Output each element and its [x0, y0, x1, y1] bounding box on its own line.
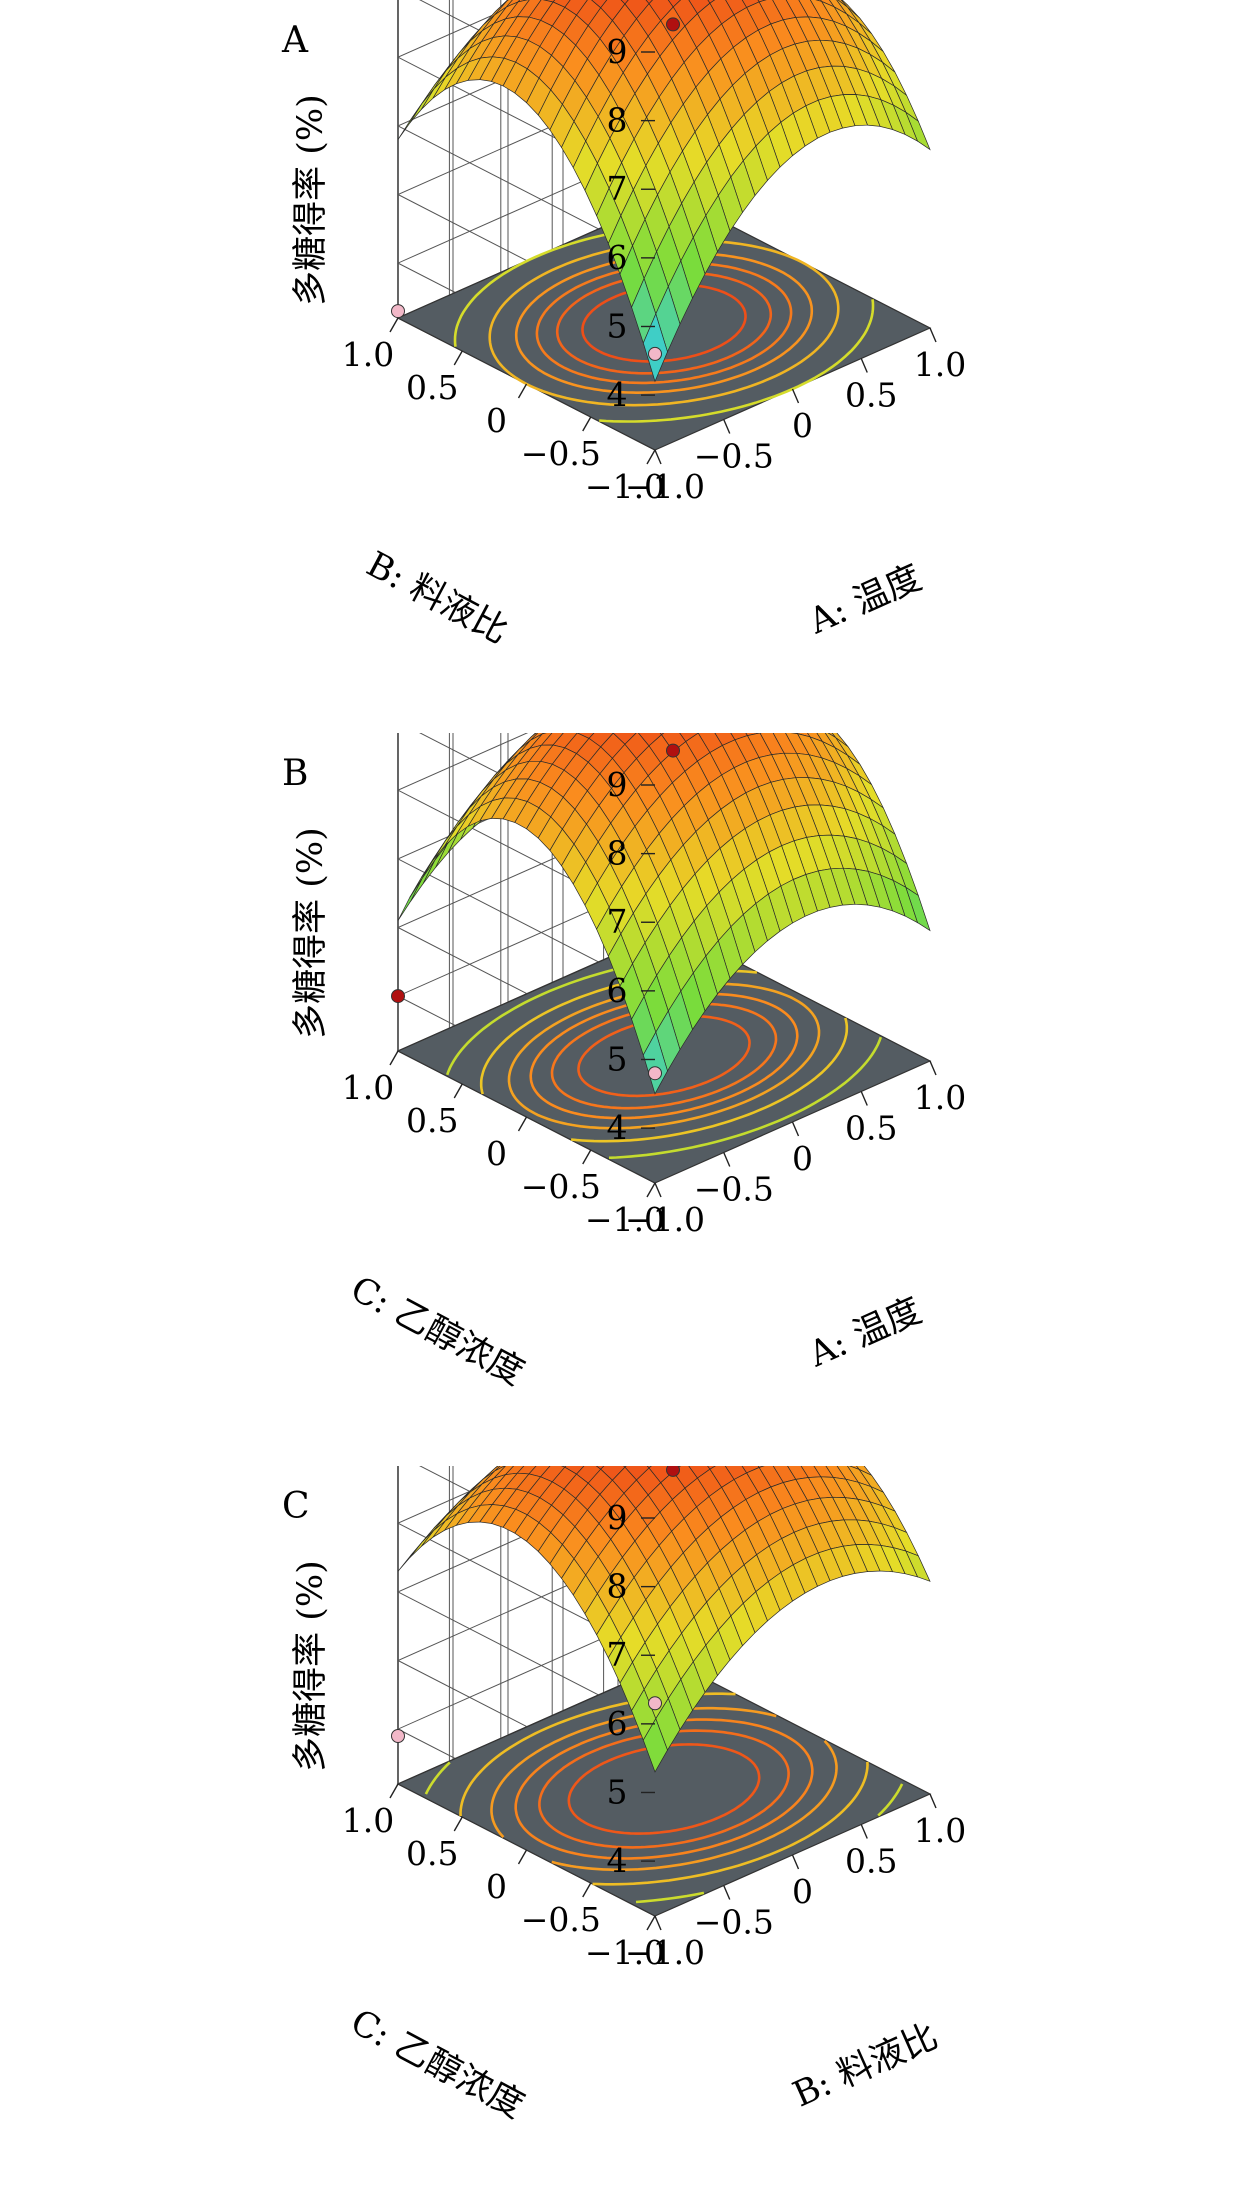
- y-tick-label: −0.5: [521, 434, 601, 473]
- z-axis-label-b: 多糖得率 (%): [291, 827, 331, 1039]
- x-tick-label: 1.0: [914, 1078, 966, 1117]
- panel-label-b: B: [282, 753, 308, 794]
- panel-label-a: A: [281, 20, 309, 61]
- y-tick-label: −0.5: [521, 1167, 601, 1206]
- x-tick-label: 0: [792, 1139, 813, 1178]
- design-point: [392, 1730, 405, 1743]
- z-tick-label: 5: [607, 307, 628, 346]
- y-tick-label: 0: [486, 1867, 507, 1906]
- y-axis-label-a: B: 料液比: [360, 545, 514, 652]
- y-tick-label: 1.0: [342, 335, 394, 374]
- design-point: [667, 1466, 680, 1476]
- z-axis-label-c: 多糖得率 (%): [291, 1560, 331, 1772]
- z-tick-label: 8: [607, 1567, 628, 1606]
- x-tick-label: 0: [792, 1872, 813, 1911]
- z-tick-label: 7: [607, 169, 628, 208]
- z-tick-label: 4: [607, 1108, 628, 1147]
- z-tick-label: 8: [607, 101, 628, 140]
- y-axis-label-c: C: 乙醇浓度: [344, 2002, 530, 2126]
- x-tick-label: −0.5: [694, 1170, 774, 1209]
- x-tick-label: 0.5: [845, 1842, 897, 1881]
- y-tick-label: 0.5: [406, 1834, 458, 1873]
- y-tick-label: 0: [486, 401, 507, 440]
- z-tick-label: 8: [607, 834, 628, 873]
- y-tick-label: 0: [486, 1134, 507, 1173]
- x-axis-label-a: A: 温度: [802, 558, 927, 643]
- surface-plot-a-svg: A 多糖得率 (%) A: 温度 B: 料液比 456789−1.0−0.500…: [0, 0, 1260, 733]
- x-tick-label: 1.0: [914, 1811, 966, 1850]
- y-tick-label: 0.5: [406, 368, 458, 407]
- design-point: [667, 744, 680, 757]
- z-tick-label: 5: [607, 1773, 628, 1812]
- z-tick-label: 9: [607, 765, 628, 804]
- surface-plot-c-svg: C 多糖得率 (%) B: 料液比 C: 乙醇浓度 456789−1.0−0.5…: [0, 1466, 1260, 2199]
- x-axis-label-c: B: 料液比: [787, 2016, 944, 2115]
- z-tick-label: 7: [607, 902, 628, 941]
- z-tick-label: 4: [607, 375, 628, 414]
- z-tick-label: 4: [607, 1841, 628, 1880]
- y-tick-label: 1.0: [342, 1801, 394, 1840]
- x-tick-label: −0.5: [694, 1903, 774, 1942]
- z-tick-label: 9: [607, 32, 628, 71]
- design-point: [649, 1067, 662, 1080]
- z-tick-label: 7: [607, 1635, 628, 1674]
- x-tick-label: 0.5: [845, 376, 897, 415]
- design-point: [649, 1697, 662, 1710]
- surface-plot-b-svg: B 多糖得率 (%) A: 温度 C: 乙醇浓度 456789−1.0−0.50…: [0, 733, 1260, 1466]
- y-axis-label-b: C: 乙醇浓度: [344, 1269, 530, 1393]
- z-tick-label: 5: [607, 1040, 628, 1079]
- y-tick-label: 0.5: [406, 1101, 458, 1140]
- design-point: [649, 347, 662, 360]
- design-point: [392, 990, 405, 1003]
- x-axis-label-b: A: 温度: [802, 1291, 927, 1376]
- design-point: [392, 305, 405, 318]
- y-tick-label: −0.5: [521, 1900, 601, 1939]
- x-tick-label: −0.5: [694, 437, 774, 476]
- z-tick-label: 9: [607, 1498, 628, 1537]
- x-tick-label: 1.0: [914, 345, 966, 384]
- z-tick-label: 6: [607, 1704, 628, 1743]
- panel-label-c: C: [282, 1486, 310, 1527]
- z-axis-label-a: 多糖得率 (%): [291, 94, 331, 306]
- z-tick-label: 6: [607, 238, 628, 277]
- y-tick-label: 1.0: [342, 1068, 394, 1107]
- design-point: [667, 18, 680, 31]
- x-tick-label: 0: [792, 406, 813, 445]
- z-tick-label: 6: [607, 971, 628, 1010]
- x-tick-label: 0.5: [845, 1109, 897, 1148]
